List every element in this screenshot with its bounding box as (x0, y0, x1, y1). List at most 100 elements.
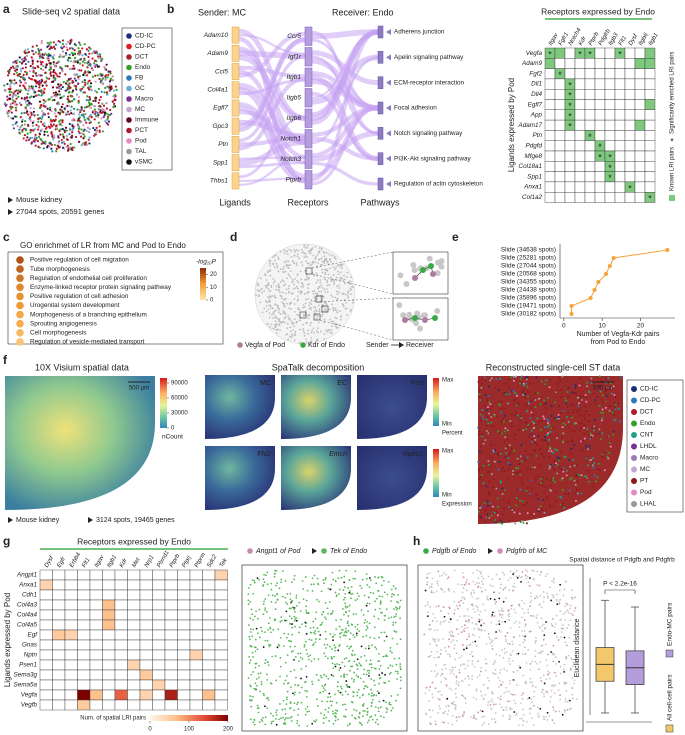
cell (594, 480, 597, 483)
spot (41, 84, 44, 87)
cell (446, 577, 449, 580)
spot (78, 108, 81, 111)
cell (501, 714, 504, 717)
cell (538, 397, 541, 400)
cell (462, 576, 465, 579)
spot (115, 88, 118, 91)
heatmap-cell (64, 609, 78, 621)
cell (533, 422, 536, 425)
cell (305, 609, 308, 612)
cell (475, 597, 478, 600)
cell (555, 491, 558, 494)
cell (520, 576, 522, 579)
cell (426, 615, 429, 617)
cell (346, 693, 349, 696)
cell (302, 598, 305, 601)
ligand-node (231, 99, 240, 117)
cell (284, 723, 287, 726)
heatmap-cell (177, 589, 191, 601)
cell (395, 613, 398, 615)
spot (325, 268, 328, 271)
spot (74, 56, 77, 59)
cell (370, 663, 373, 666)
cell (263, 694, 265, 697)
cell (291, 626, 294, 629)
spot (313, 296, 316, 299)
cell (525, 501, 528, 504)
spot (86, 66, 89, 69)
cell (309, 627, 312, 629)
cell (532, 614, 534, 617)
spot (43, 87, 46, 91)
heatmap-cell (52, 659, 66, 671)
cell (525, 402, 528, 405)
spot (330, 260, 333, 263)
heatmap-cell (544, 99, 556, 111)
cell (279, 620, 282, 623)
spot (57, 111, 60, 114)
cell (471, 660, 474, 662)
cell (513, 582, 516, 585)
cell (368, 586, 371, 588)
heatmap-cell (89, 659, 103, 671)
heatmap-cell (114, 599, 128, 611)
spot (40, 89, 43, 92)
x-axis-label: Number of Vegfa-Kdr pairs (577, 331, 660, 338)
cell (525, 522, 528, 525)
spot (310, 263, 313, 266)
cell (477, 577, 480, 580)
spot (20, 112, 23, 115)
spot (73, 107, 76, 110)
cell (252, 618, 254, 621)
scale-label: 500 μm (593, 386, 613, 392)
legend-swatch (247, 548, 253, 554)
cell (275, 717, 277, 720)
cell (508, 615, 510, 618)
spot (88, 52, 91, 55)
colorbar (200, 268, 206, 300)
cell (389, 646, 392, 649)
spot (297, 307, 300, 309)
spot (339, 263, 342, 266)
spot (320, 284, 323, 287)
cell (491, 486, 494, 489)
spot (68, 82, 71, 85)
cell (609, 387, 612, 390)
spot (24, 129, 28, 132)
cell (446, 713, 449, 716)
spot (334, 307, 337, 310)
legend-label: Pdgfb of Endo (432, 548, 476, 555)
cell (475, 644, 478, 647)
cell (549, 378, 552, 381)
receptor-node (304, 88, 313, 108)
cell (371, 718, 374, 721)
cell (592, 482, 595, 485)
spot (282, 312, 285, 315)
cell (298, 691, 301, 694)
cell (437, 691, 440, 693)
cell (503, 441, 506, 444)
spot (288, 248, 291, 251)
cell (312, 620, 315, 623)
cell (330, 704, 333, 707)
column-label: Itgb1 (648, 32, 660, 47)
heatmap-cell (214, 589, 228, 601)
cell (518, 665, 521, 667)
cell (519, 717, 521, 720)
heatmap-cell (214, 699, 228, 711)
cell (434, 307, 441, 314)
heatmap-cell (584, 78, 596, 90)
cell (586, 385, 589, 388)
heatmap-cell (102, 629, 116, 641)
cell (267, 594, 270, 597)
cell (350, 597, 352, 600)
cell (313, 574, 316, 577)
cell (485, 418, 488, 421)
spot (57, 136, 60, 139)
cell (595, 427, 598, 430)
spot (42, 56, 45, 60)
cell (362, 693, 365, 696)
spot (42, 64, 45, 68)
spot (62, 81, 65, 84)
spot (310, 331, 313, 334)
